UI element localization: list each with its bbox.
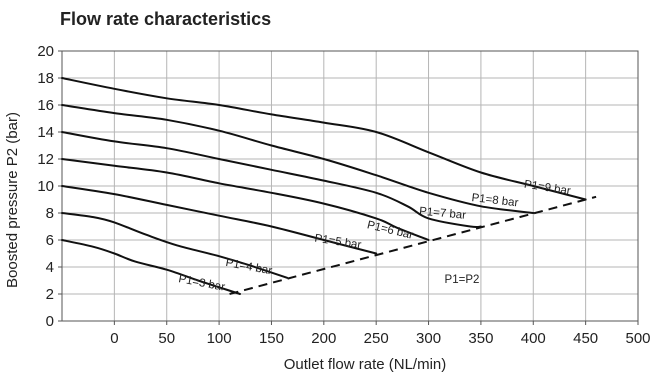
series-group xyxy=(61,77,597,295)
series-line-0 xyxy=(61,239,241,295)
y-axis-label: Boosted pressure P2 (bar) xyxy=(4,112,21,288)
series-label-3: P1=6 bar xyxy=(366,219,415,242)
y-tick-label-10: 20 xyxy=(37,43,54,60)
x-tick-label-5: 250 xyxy=(364,330,389,347)
series-line-1 xyxy=(61,212,289,279)
series-label-1: P1=4 bar xyxy=(225,257,274,277)
x-tick-label-2: 100 xyxy=(207,330,232,347)
series-label-2: P1=5 bar xyxy=(314,233,362,252)
series-line-3 xyxy=(61,158,430,241)
reference-line-label: P1=P2 xyxy=(445,274,480,286)
series-label-4: P1=7 bar xyxy=(419,206,467,222)
x-tick-label-10: 500 xyxy=(625,330,650,347)
y-tick-label-1: 2 xyxy=(46,286,54,303)
y-tick-label-7: 14 xyxy=(37,124,54,141)
x-tick-label-7: 350 xyxy=(468,330,493,347)
reference-line-p1-equals-p2 xyxy=(229,195,597,295)
x-tick-label-0: 0 xyxy=(110,330,118,347)
y-tick-label-0: 0 xyxy=(46,313,54,330)
chart-title: Flow rate characteristics xyxy=(60,9,272,29)
series-line-5 xyxy=(61,104,535,214)
series-label-6: P1=9 bar xyxy=(523,179,571,198)
y-tick-label-5: 10 xyxy=(37,178,54,195)
y-tick-label-6: 12 xyxy=(37,151,54,168)
x-tick-label-8: 400 xyxy=(521,330,546,347)
series-label-5: P1=8 bar xyxy=(471,192,519,209)
series-line-6 xyxy=(61,77,587,201)
series-line-4 xyxy=(61,131,482,229)
y-tick-label-4: 8 xyxy=(46,205,54,222)
x-tick-label-1: 50 xyxy=(158,330,175,347)
x-tick-label-9: 450 xyxy=(573,330,598,347)
x-tick-label-4: 200 xyxy=(311,330,336,347)
y-tick-label-2: 4 xyxy=(46,259,54,276)
y-tick-label-9: 18 xyxy=(37,70,54,87)
x-axis-label: Outlet flow rate (NL/min) xyxy=(284,356,447,373)
series-line-2 xyxy=(61,185,378,255)
x-tick-label-3: 150 xyxy=(259,330,284,347)
x-tick-label-6: 300 xyxy=(416,330,441,347)
y-tick-label-3: 6 xyxy=(46,232,54,249)
y-tick-label-8: 16 xyxy=(37,97,54,114)
